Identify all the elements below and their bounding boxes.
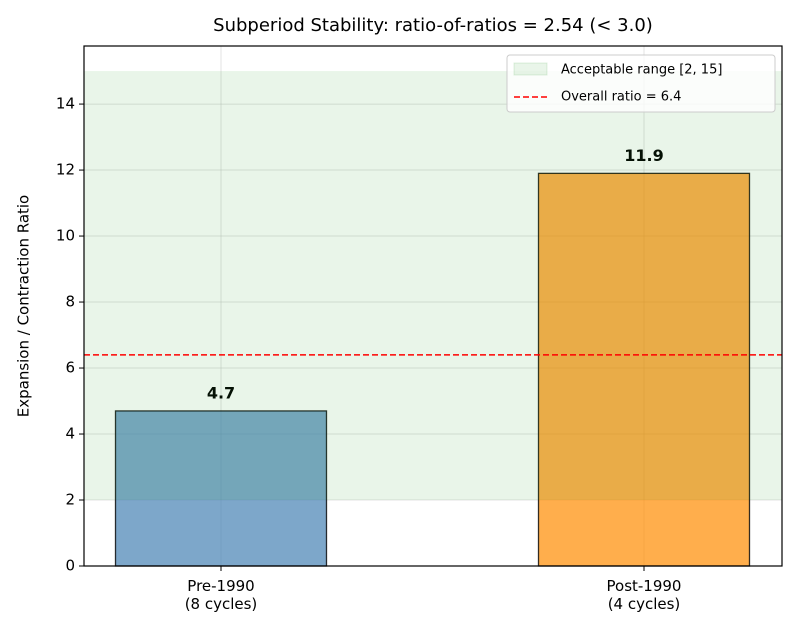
y-tick-label: 4 bbox=[65, 425, 75, 443]
plot-frame bbox=[83, 45, 783, 567]
acceptable-band bbox=[84, 71, 782, 501]
bar bbox=[114, 410, 328, 567]
legend-label: Acceptable range [2, 15] bbox=[561, 63, 722, 78]
bar bbox=[537, 172, 751, 567]
y-axis-label: Expansion / Contraction Ratio bbox=[15, 195, 33, 418]
legend-label: Overall ratio = 6.4 bbox=[561, 90, 681, 105]
y-tick-label: 6 bbox=[65, 359, 75, 377]
y-tick-label: 8 bbox=[65, 293, 75, 311]
y-tick-label: 2 bbox=[65, 491, 75, 509]
x-tick-label: Pre-1990 (8 cycles) bbox=[184, 577, 258, 613]
legend-band-swatch bbox=[513, 62, 548, 76]
x-tick-label: Post-1990 (4 cycles) bbox=[606, 577, 682, 613]
value-label: 4.7 bbox=[207, 383, 235, 402]
y-tick-label: 10 bbox=[56, 227, 75, 245]
y-tick-label: 12 bbox=[56, 161, 75, 179]
y-tick-label: 0 bbox=[65, 557, 75, 575]
legend-box bbox=[506, 54, 776, 113]
value-label: 11.9 bbox=[624, 146, 663, 165]
y-tick-label: 14 bbox=[56, 95, 75, 113]
chart-title: Subperiod Stability: ratio-of-ratios = 2… bbox=[213, 15, 653, 36]
